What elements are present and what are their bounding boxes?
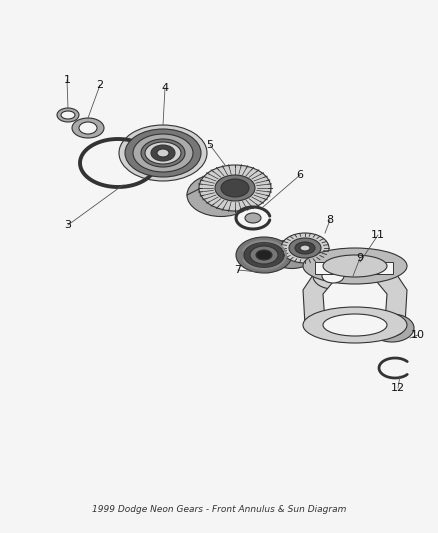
Text: 5: 5 [206, 140, 213, 150]
Ellipse shape [79, 122, 97, 134]
Ellipse shape [141, 139, 185, 167]
Polygon shape [323, 278, 387, 322]
Ellipse shape [295, 242, 315, 254]
Text: 4: 4 [162, 83, 169, 93]
Ellipse shape [300, 245, 310, 251]
Text: 11: 11 [371, 230, 385, 240]
Text: 2: 2 [96, 80, 103, 90]
Polygon shape [303, 264, 407, 325]
Ellipse shape [281, 233, 329, 263]
Ellipse shape [119, 125, 207, 181]
Ellipse shape [125, 129, 201, 177]
Ellipse shape [151, 145, 175, 161]
Ellipse shape [269, 239, 315, 269]
Ellipse shape [236, 237, 292, 273]
Text: 10: 10 [411, 330, 425, 340]
Bar [315, 262, 333, 274]
Bar [345, 262, 363, 274]
Ellipse shape [323, 314, 387, 336]
Ellipse shape [250, 246, 278, 264]
Bar [375, 262, 393, 274]
Text: 1999 Dodge Neon Gears - Front Annulus & Sun Diagram: 1999 Dodge Neon Gears - Front Annulus & … [92, 505, 346, 514]
Ellipse shape [303, 307, 407, 343]
Ellipse shape [303, 248, 407, 284]
Text: 12: 12 [391, 383, 405, 393]
Ellipse shape [323, 255, 387, 277]
Ellipse shape [244, 242, 284, 268]
Ellipse shape [380, 320, 404, 336]
Ellipse shape [72, 118, 104, 138]
Ellipse shape [256, 250, 272, 260]
Text: 1: 1 [64, 75, 71, 85]
Ellipse shape [215, 175, 255, 201]
Ellipse shape [370, 314, 414, 342]
Ellipse shape [61, 111, 75, 119]
Ellipse shape [57, 108, 79, 122]
Ellipse shape [133, 134, 193, 172]
Ellipse shape [245, 213, 261, 223]
Text: 9: 9 [357, 253, 364, 263]
Ellipse shape [145, 142, 181, 164]
Ellipse shape [313, 263, 353, 289]
Text: 3: 3 [64, 220, 71, 230]
Ellipse shape [289, 238, 321, 258]
Text: 7: 7 [234, 265, 242, 275]
Ellipse shape [187, 174, 255, 216]
Ellipse shape [322, 269, 344, 283]
Ellipse shape [157, 149, 169, 157]
Text: 6: 6 [297, 170, 304, 180]
Ellipse shape [199, 165, 271, 211]
Ellipse shape [221, 179, 249, 197]
Text: 8: 8 [326, 215, 334, 225]
